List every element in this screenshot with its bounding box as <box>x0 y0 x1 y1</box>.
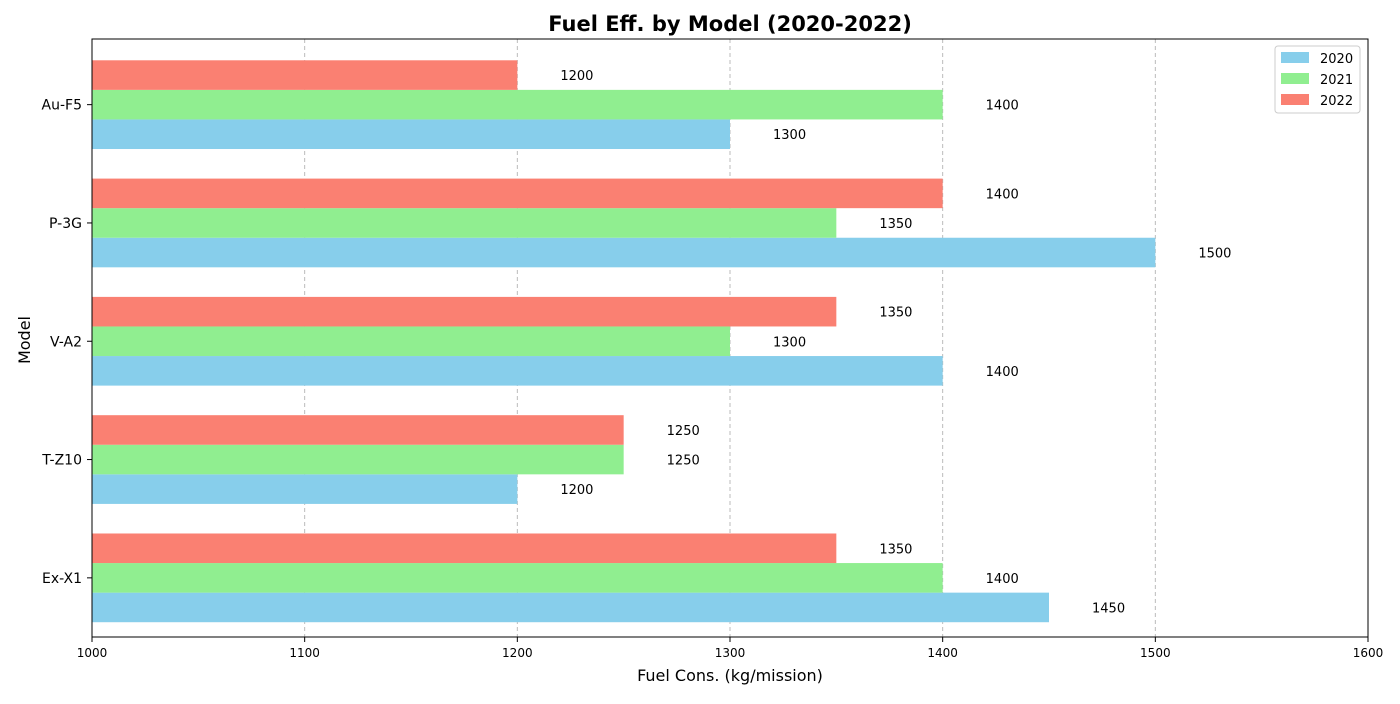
value-label: 1350 <box>879 542 912 557</box>
legend-label-2021: 2021 <box>1320 73 1353 88</box>
category-label: Au-F5 <box>42 98 82 114</box>
chart-title: Fuel Eff. by Model (2020-2022) <box>548 12 912 36</box>
value-label: 1450 <box>1092 601 1125 616</box>
value-label: 1400 <box>986 99 1019 114</box>
x-tick-label: 1100 <box>289 646 320 660</box>
value-label: 1500 <box>1198 247 1231 262</box>
category-label: T-Z10 <box>41 453 82 469</box>
value-label: 1350 <box>879 306 912 321</box>
y-axis-label: Model <box>15 316 34 364</box>
bar-2021 <box>92 326 730 357</box>
value-label: 1250 <box>667 454 700 469</box>
bar-2020 <box>92 474 518 504</box>
value-label: 1200 <box>560 483 593 498</box>
value-label: 1350 <box>879 217 912 232</box>
category-label: P-3G <box>49 216 82 232</box>
bar-2021 <box>92 444 624 475</box>
legend: 2020 2021 2022 <box>1274 45 1361 114</box>
bar-2022 <box>92 178 943 209</box>
legend-swatch-2021 <box>1281 73 1309 84</box>
category-label: Ex-X1 <box>42 571 82 587</box>
bar-2022 <box>92 533 837 564</box>
value-label: 1400 <box>986 187 1019 202</box>
bar-2020 <box>92 237 1156 268</box>
x-tick-label: 1400 <box>927 646 958 660</box>
bar-2022 <box>92 60 518 90</box>
value-label: 1400 <box>986 365 1019 380</box>
x-tick-label: 1600 <box>1353 646 1384 660</box>
category-label: V-A2 <box>50 334 82 350</box>
bar-2022 <box>92 415 624 445</box>
y-axis-ticks: Ex-X1 T-Z10 V-A2 P-3G Au-F5 <box>41 98 92 587</box>
value-label: 1250 <box>667 424 700 439</box>
x-axis-ticks: 1000 1100 1200 1300 1400 1500 1600 <box>77 637 1384 660</box>
legend-label-2022: 2022 <box>1320 94 1353 109</box>
value-labels: 1450 1400 1350 1200 1250 1250 1400 1300 1350 1500… <box>560 69 1231 616</box>
x-tick-label: 1200 <box>502 646 533 660</box>
bar-2021 <box>92 89 943 120</box>
x-tick-label: 1500 <box>1140 646 1171 660</box>
value-label: 1300 <box>773 128 806 143</box>
value-label: 1300 <box>773 335 806 350</box>
bars <box>92 60 1156 623</box>
bar-2020 <box>92 119 730 150</box>
bar-2020 <box>92 592 1049 623</box>
x-tick-label: 1000 <box>77 646 108 660</box>
legend-label-2020: 2020 <box>1320 52 1353 67</box>
value-label: 1200 <box>560 69 593 84</box>
x-axis-label: Fuel Cons. (kg/mission) <box>637 666 823 685</box>
bar-2020 <box>92 356 943 386</box>
bar-2021 <box>92 563 943 593</box>
legend-swatch-2020 <box>1281 52 1309 63</box>
x-tick-label: 1300 <box>715 646 746 660</box>
value-label: 1400 <box>986 572 1019 587</box>
bar-2022 <box>92 296 837 327</box>
bar-2021 <box>92 208 837 238</box>
legend-swatch-2022 <box>1281 94 1309 105</box>
